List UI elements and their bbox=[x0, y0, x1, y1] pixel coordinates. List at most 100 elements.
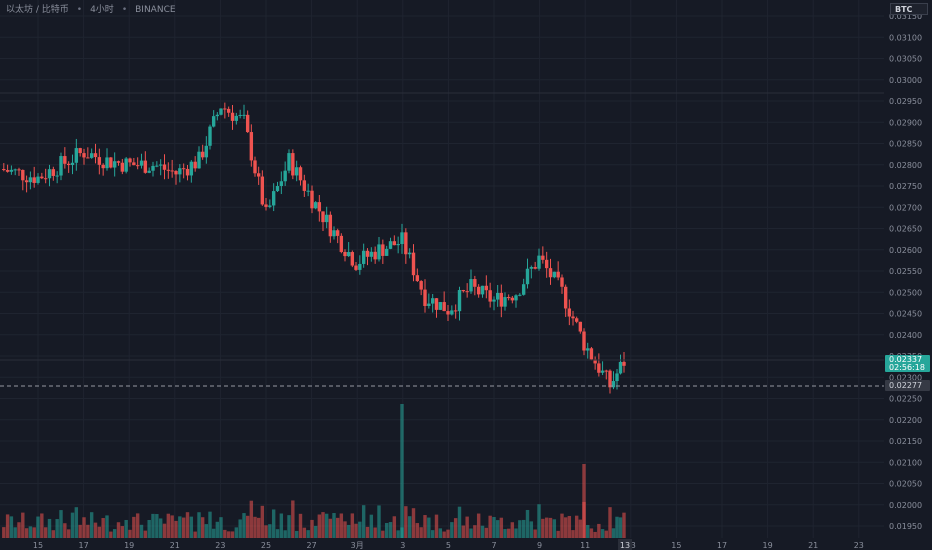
candle-body[interactable] bbox=[193, 161, 197, 169]
candle-body[interactable] bbox=[446, 311, 450, 315]
candle-body[interactable] bbox=[461, 290, 466, 292]
candle-body[interactable] bbox=[162, 164, 167, 170]
candle-body[interactable] bbox=[86, 157, 90, 159]
candle-body[interactable] bbox=[373, 251, 377, 260]
candle-body[interactable] bbox=[178, 168, 182, 175]
candle-body[interactable] bbox=[407, 252, 412, 255]
candle-body[interactable] bbox=[396, 244, 400, 246]
candle-body[interactable] bbox=[132, 162, 136, 166]
candle-body[interactable] bbox=[275, 186, 280, 192]
candle-body[interactable] bbox=[586, 348, 590, 351]
candle-body[interactable] bbox=[567, 308, 572, 317]
candle-body[interactable] bbox=[264, 204, 268, 207]
candle-body[interactable] bbox=[411, 252, 416, 276]
candle-body[interactable] bbox=[155, 165, 159, 167]
candle-body[interactable] bbox=[346, 252, 351, 257]
candle-body[interactable] bbox=[283, 170, 287, 182]
candle-body[interactable] bbox=[260, 176, 265, 205]
candle-body[interactable] bbox=[70, 162, 75, 166]
candle-body[interactable] bbox=[611, 381, 616, 388]
candle-body[interactable] bbox=[442, 302, 446, 312]
candle-body[interactable] bbox=[116, 161, 121, 163]
candle-body[interactable] bbox=[66, 163, 71, 166]
candle-body[interactable] bbox=[279, 181, 284, 187]
candle-body[interactable] bbox=[593, 359, 597, 364]
candle-body[interactable] bbox=[324, 214, 329, 223]
candle-body[interactable] bbox=[93, 153, 98, 158]
candle-body[interactable] bbox=[488, 290, 492, 302]
candle-body[interactable] bbox=[32, 177, 36, 183]
candle-body[interactable] bbox=[582, 331, 586, 351]
candle-body[interactable] bbox=[597, 363, 601, 373]
candle-body[interactable] bbox=[313, 202, 318, 209]
candle-body[interactable] bbox=[5, 170, 10, 172]
candle-body[interactable] bbox=[434, 298, 439, 310]
candle-body[interactable] bbox=[457, 290, 462, 312]
candle-body[interactable] bbox=[618, 361, 623, 374]
candle-body[interactable] bbox=[310, 190, 314, 209]
candle-body[interactable] bbox=[604, 370, 608, 372]
candle-body[interactable] bbox=[438, 302, 443, 310]
candle-body[interactable] bbox=[271, 191, 276, 206]
candle-body[interactable] bbox=[24, 180, 29, 183]
candle-body[interactable] bbox=[423, 289, 427, 306]
candle-body[interactable] bbox=[335, 230, 340, 236]
candle-body[interactable] bbox=[339, 235, 344, 252]
candle-body[interactable] bbox=[74, 148, 79, 163]
candle-body[interactable] bbox=[563, 286, 568, 309]
candle-body[interactable] bbox=[294, 167, 299, 176]
candle-body[interactable] bbox=[495, 292, 500, 300]
candle-body[interactable] bbox=[211, 116, 216, 127]
candle-body[interactable] bbox=[105, 157, 109, 169]
candle-body[interactable] bbox=[170, 170, 174, 172]
candle-body[interactable] bbox=[392, 241, 397, 246]
candle-body[interactable] bbox=[381, 244, 385, 256]
candle-body[interactable] bbox=[365, 250, 370, 257]
candle-body[interactable] bbox=[503, 297, 507, 307]
candle-body[interactable] bbox=[369, 251, 374, 257]
candle-body[interactable] bbox=[256, 173, 261, 177]
candle-body[interactable] bbox=[358, 263, 362, 270]
candle-body[interactable] bbox=[537, 255, 541, 269]
candle-body[interactable] bbox=[253, 160, 257, 174]
candle-body[interactable] bbox=[59, 156, 63, 176]
candle-body[interactable] bbox=[415, 275, 420, 282]
candle-body[interactable] bbox=[291, 153, 295, 176]
candle-body[interactable] bbox=[404, 232, 408, 255]
price-unit-badge[interactable]: BTC bbox=[890, 3, 928, 15]
candle-body[interactable] bbox=[143, 160, 148, 173]
candle-body[interactable] bbox=[230, 112, 235, 121]
candle-body[interactable] bbox=[101, 164, 105, 169]
candle-body[interactable] bbox=[480, 285, 485, 295]
candle-body[interactable] bbox=[600, 370, 605, 373]
candle-body[interactable] bbox=[97, 157, 102, 165]
candle-body[interactable] bbox=[499, 292, 504, 307]
candle-body[interactable] bbox=[43, 178, 48, 180]
candle-body[interactable] bbox=[556, 271, 560, 278]
candle-body[interactable] bbox=[510, 297, 515, 301]
candle-body[interactable] bbox=[135, 165, 140, 167]
candle-body[interactable] bbox=[174, 170, 178, 175]
candle-body[interactable] bbox=[13, 169, 17, 171]
candle-body[interactable] bbox=[55, 175, 59, 177]
candle-body[interactable] bbox=[306, 190, 310, 192]
candle-body[interactable] bbox=[219, 108, 223, 115]
candle-body[interactable] bbox=[361, 250, 366, 264]
candle-body[interactable] bbox=[112, 161, 117, 168]
candle-body[interactable] bbox=[465, 291, 469, 293]
candle-body[interactable] bbox=[89, 153, 94, 158]
candle-body[interactable] bbox=[128, 158, 132, 163]
candle-body[interactable] bbox=[354, 265, 358, 270]
candle-body[interactable] bbox=[430, 298, 435, 304]
candle-body[interactable] bbox=[518, 294, 522, 296]
candle-body[interactable] bbox=[166, 169, 171, 171]
candle-body[interactable] bbox=[571, 316, 575, 319]
candle-body[interactable] bbox=[427, 303, 431, 306]
candle-body[interactable] bbox=[400, 232, 404, 245]
candle-body[interactable] bbox=[151, 165, 155, 171]
candle-body[interactable] bbox=[473, 279, 477, 287]
candle-body[interactable] bbox=[208, 126, 212, 146]
candle-body[interactable] bbox=[608, 370, 612, 388]
candle-body[interactable] bbox=[158, 164, 163, 166]
